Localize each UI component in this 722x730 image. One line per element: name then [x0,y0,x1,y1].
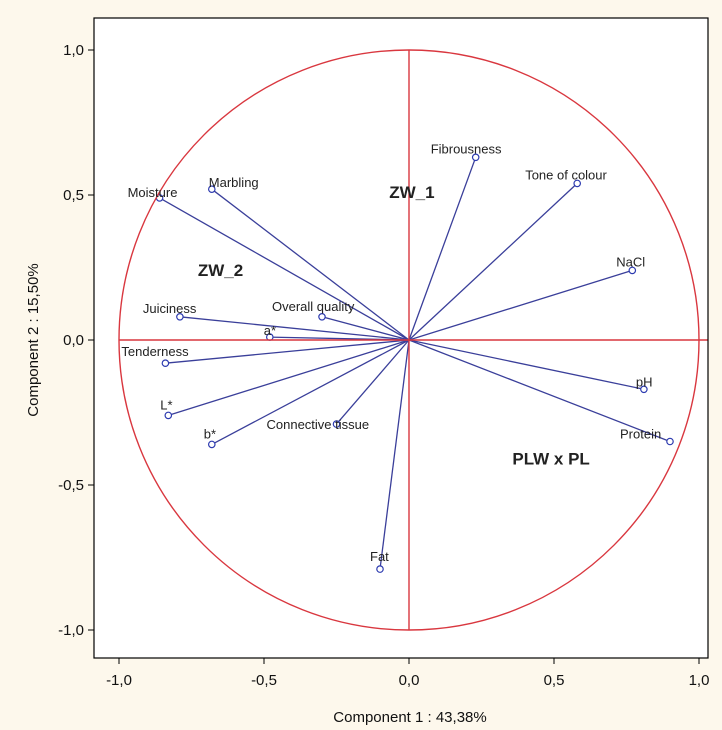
plot-frame [93,17,709,659]
variable-labels: Fibrousness Tone of colour NaCl pH Protein Fa… [121,141,661,564]
label-a: a* [264,323,276,338]
vector-l [168,339,410,417]
label-ph: pH [636,374,653,389]
label-fat: Fat [370,549,389,564]
ticks: -1,0 -0,5 0,0 0,5 1,0 1,0 0,5 0,0 -0,5 -1,0 [58,42,709,689]
label-tenderness: Tenderness [121,344,189,359]
label-nacl: NaCl [616,254,645,269]
group-label-zw-2: ZW_2 [198,261,243,280]
x-tick-label: 0,0 [399,672,420,689]
vector-ph [408,339,645,390]
point-fat [376,565,384,573]
vector-juiciness [179,316,410,341]
vector-connective-tissue [336,339,410,425]
group-label-zw-1: ZW_1 [389,183,434,202]
label-l: L* [160,397,172,412]
label-tone-of-colour: Tone of colour [525,167,607,182]
label-fibrousness: Fibrousness [431,141,502,156]
vector-fibrousness [408,157,477,341]
point-juiciness [176,312,184,321]
point-marbling [208,185,216,194]
point-ph [640,385,648,394]
vector-nacl [408,269,633,341]
label-moisture: Moisture [128,185,178,200]
group-labels: ZW_1 ZW_2 PLW x PL [198,183,590,469]
y-axis-title: Component 2 : 15,50% [25,263,42,416]
label-protein: Protein [620,427,661,442]
point-nacl [628,266,637,275]
vector-fat [379,339,410,570]
group-label-plw-x-pl: PLW x PL [512,450,589,469]
vector-protein [408,339,671,443]
y-tick-label: 0,5 [63,187,84,204]
label-b: b* [204,426,216,441]
x-axis-title: Component 1 : 43,38% [333,709,486,726]
label-marbling: Marbling [209,175,259,190]
y-tick-label: 0,0 [63,332,84,349]
y-tick-label: 1,0 [63,42,84,59]
point-l [164,411,173,420]
point-protein [666,437,674,446]
x-tick-label: 1,0 [689,672,710,689]
label-connective-tissue: Connective tissue [267,417,370,432]
y-tick-label: -1,0 [58,622,84,639]
x-tick-label: -1,0 [106,672,132,689]
x-tick-label: -0,5 [251,672,277,689]
point-tenderness [161,359,170,368]
vector-tenderness [165,339,410,364]
point-b [208,440,216,449]
point-fibrousness [471,153,480,162]
loading-vectors [155,153,674,573]
axes-layer [119,50,708,630]
vector-moisture [159,197,410,341]
x-tick-label: 0,5 [544,672,565,689]
y-tick-label: -0,5 [58,477,84,494]
point-tone-of-colour [573,179,582,188]
vector-tone-of-colour [408,182,578,341]
point-overall-quality [318,312,326,321]
label-overall-quality: Overall quality [272,299,355,314]
label-juiciness: Juiciness [143,301,197,316]
vector-marbling [211,188,410,341]
point-connective-tissue [332,420,341,428]
vector-overall-quality [321,316,410,341]
vector-b [211,339,410,445]
